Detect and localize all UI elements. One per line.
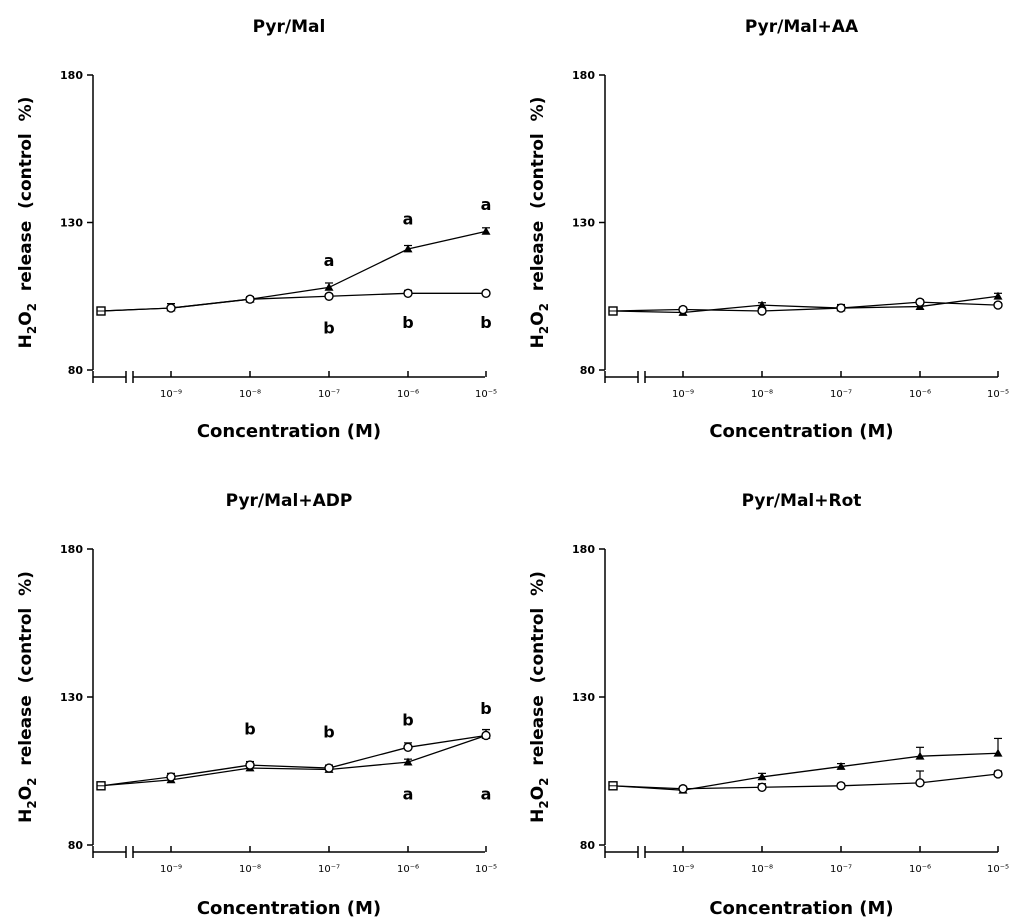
panel-title: Pyr/Mal: [253, 17, 326, 37]
x-tick-label: 10⁻⁷: [318, 864, 340, 875]
x-tick-label: 10⁻⁶: [397, 864, 419, 875]
x-tick-label: 10⁻⁵: [475, 389, 497, 400]
significance-label: b: [402, 313, 413, 332]
y-tick-label: 80: [68, 839, 84, 852]
significance-label: b: [480, 313, 491, 332]
point-circle: [166, 303, 176, 313]
x-tick-label: 10⁻⁶: [397, 389, 419, 400]
significance-label: a: [481, 195, 492, 214]
y-tick-label: 130: [60, 691, 83, 704]
point-circle: [481, 288, 491, 298]
point-circle: [403, 288, 413, 298]
x-tick-label: 10⁻⁹: [672, 864, 694, 875]
significance-label: b: [402, 711, 413, 730]
y-tick-label: 130: [572, 691, 595, 704]
point-circle: [324, 291, 334, 301]
x-tick-label: 10⁻⁸: [751, 389, 773, 400]
panel-3: Pyr/Mal+ADP 80 130 180 H2O2 release (control…: [16, 491, 497, 919]
panel-4: Pyr/Mal+Rot 80 130 180 H2O2 release (control…: [528, 491, 1009, 919]
y-tick-label: 130: [60, 217, 83, 230]
point-triangle: [757, 772, 767, 781]
significance-label: b: [244, 720, 255, 739]
point-circle: [915, 297, 925, 307]
point-triangle: [324, 282, 334, 291]
x-tick-label: 10⁻⁷: [830, 864, 852, 875]
x-tick-label: 10⁻⁵: [987, 389, 1009, 400]
point-triangle: [757, 300, 767, 309]
y-tick-label: 180: [60, 543, 83, 556]
y-tick-label: 80: [580, 364, 596, 377]
panel-2: Pyr/Mal+AA 80 130 180 H2O2 release (control …: [528, 17, 1009, 442]
point-circle: [757, 306, 767, 316]
control-connector: [612, 308, 684, 312]
control-connector: [612, 785, 684, 790]
panel-title: Pyr/Mal+Rot: [742, 491, 862, 511]
x-tick-label: 10⁻⁷: [318, 389, 340, 400]
significance-label: b: [323, 319, 334, 338]
x-axis-label: Concentration (M): [197, 898, 381, 919]
point-circle: [836, 303, 846, 313]
x-tick-label: 10⁻⁹: [160, 864, 182, 875]
x-tick-label: 10⁻⁹: [160, 389, 182, 400]
y-tick-label: 180: [60, 69, 83, 82]
y-tick-label: 80: [68, 364, 84, 377]
x-axis-label: Concentration (M): [709, 898, 893, 919]
point-circle: [678, 784, 688, 794]
x-tick-label: 10⁻⁸: [239, 864, 261, 875]
point-circle: [245, 760, 255, 770]
x-tick-label: 10⁻⁵: [987, 864, 1009, 875]
x-tick-label: 10⁻⁸: [239, 389, 261, 400]
point-circle: [757, 782, 767, 792]
significance-label: a: [403, 210, 414, 229]
control-connector: [100, 307, 172, 312]
x-axis-label: Concentration (M): [709, 421, 893, 442]
point-triangle: [993, 291, 1003, 300]
x-tick-label: 10⁻⁶: [909, 864, 931, 875]
panel-title: Pyr/Mal+ADP: [226, 491, 353, 511]
point-triangle: [403, 244, 413, 253]
point-triangle: [836, 762, 846, 770]
point-triangle: [403, 757, 413, 766]
significance-label: a: [481, 785, 492, 804]
point-circle: [245, 294, 255, 304]
point-triangle: [993, 748, 1003, 757]
y-axis-label: H2O2 release (control %): [528, 571, 551, 823]
point-circle: [993, 769, 1003, 779]
point-circle: [993, 300, 1003, 310]
significance-label: a: [403, 785, 414, 804]
x-tick-label: 10⁻⁹: [672, 389, 694, 400]
significance-label: a: [324, 251, 335, 270]
point-circle: [836, 781, 846, 791]
y-axis-label: H2O2 release (control %): [16, 571, 39, 823]
point-circle: [403, 742, 413, 753]
point-triangle: [915, 751, 925, 760]
x-axis-label: Concentration (M): [197, 421, 381, 442]
y-tick-label: 180: [572, 543, 595, 556]
point-circle: [915, 778, 925, 788]
x-tick-label: 10⁻⁷: [830, 389, 852, 400]
panel-1: Pyr/Mal 80 130 180 H2O2 release (control %) 1…: [16, 17, 497, 442]
y-tick-label: 80: [580, 839, 596, 852]
significance-label: b: [480, 699, 491, 718]
y-tick-label: 180: [572, 69, 595, 82]
control-connector: [100, 776, 172, 787]
y-axis-label: H2O2 release (control %): [16, 97, 39, 349]
point-circle: [324, 763, 334, 773]
x-tick-label: 10⁻⁵: [475, 864, 497, 875]
point-triangle: [481, 226, 491, 235]
x-tick-label: 10⁻⁸: [751, 864, 773, 875]
point-circle: [481, 730, 491, 741]
point-circle: [166, 772, 176, 782]
y-axis-label: H2O2 release (control %): [528, 97, 551, 349]
y-tick-label: 130: [572, 217, 595, 230]
significance-label: b: [323, 723, 334, 742]
panel-title: Pyr/Mal+AA: [745, 17, 859, 37]
point-circle: [678, 304, 688, 315]
x-tick-label: 10⁻⁶: [909, 389, 931, 400]
